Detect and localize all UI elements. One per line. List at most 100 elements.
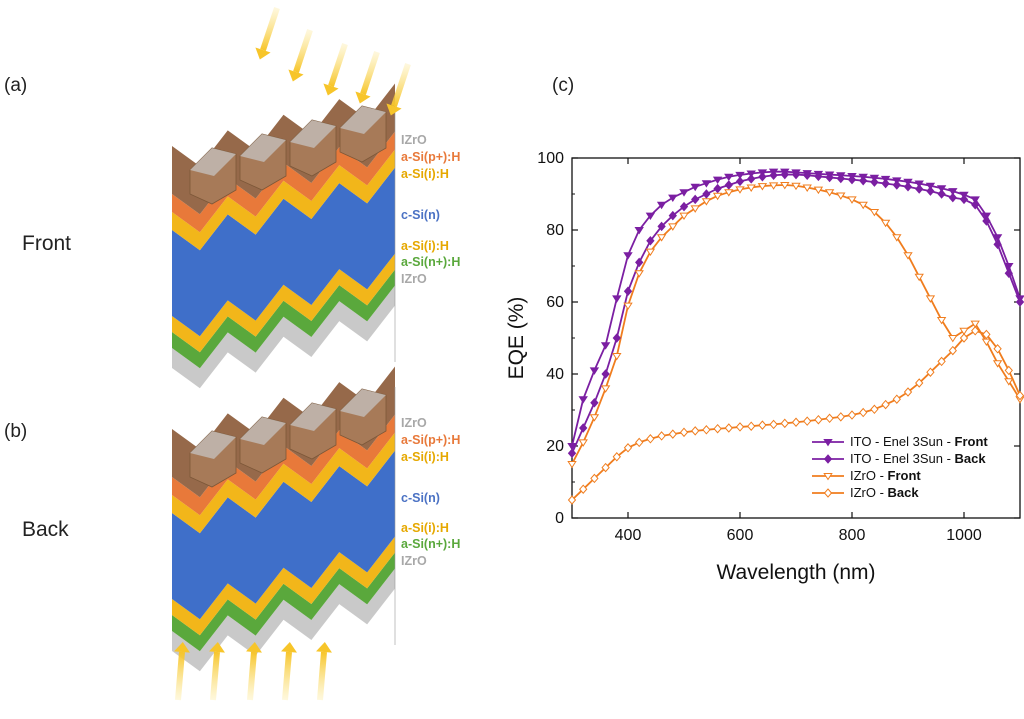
data-point xyxy=(803,416,812,426)
data-point xyxy=(690,205,700,213)
layer-label-asi-i-bottom: a-Si(i):H xyxy=(401,521,449,535)
data-point xyxy=(836,173,845,184)
y-tick-label: 0 xyxy=(555,510,564,527)
data-point xyxy=(870,404,879,415)
data-point xyxy=(1015,297,1024,307)
data-point xyxy=(881,399,890,410)
series-line xyxy=(571,173,1021,454)
legend-entry: ITO - Enel 3Sun - Back xyxy=(850,451,986,466)
data-point xyxy=(679,212,689,221)
layer-label-asi-n: a-Si(n+):H xyxy=(401,255,460,269)
data-point xyxy=(590,398,599,408)
cell-layer xyxy=(172,253,395,353)
data-point xyxy=(992,360,1003,368)
data-point xyxy=(590,473,599,484)
data-point xyxy=(634,227,644,235)
data-point xyxy=(937,189,946,199)
series-markers xyxy=(567,168,1024,505)
pyramid-texture xyxy=(290,403,336,431)
data-point xyxy=(814,171,823,182)
light-ray-head xyxy=(209,642,225,653)
data-point xyxy=(646,236,655,246)
x-tick-label: 800 xyxy=(839,527,866,544)
layer-label-asi-i-bottom: a-Si(i):H xyxy=(401,239,449,253)
data-point xyxy=(803,170,812,181)
eqe-chart: 400 600 800 1000 0 20 40 60 80 100 Wavelength (n… xyxy=(505,150,1024,584)
data-point xyxy=(567,461,577,469)
data-point xyxy=(915,378,924,388)
y-tick-label: 60 xyxy=(546,294,564,311)
y-tick-label: 100 xyxy=(537,150,564,167)
data-point xyxy=(892,394,901,404)
data-point xyxy=(948,345,957,356)
legend-entry-text: IZrO - xyxy=(850,485,888,500)
data-point xyxy=(892,180,901,190)
legend-entry: ITO - Enel 3Sun - Front xyxy=(850,434,988,449)
data-point xyxy=(668,429,677,439)
data-point xyxy=(1004,263,1014,271)
data-point xyxy=(623,443,633,453)
panel-label-c: (c) xyxy=(552,75,574,96)
data-point xyxy=(735,171,745,180)
y-tick-label: 80 xyxy=(546,222,564,239)
data-point xyxy=(578,439,588,447)
pyramid-texture xyxy=(340,106,386,134)
light-ray xyxy=(175,651,185,701)
data-point xyxy=(959,327,969,336)
data-point xyxy=(981,338,992,347)
data-point xyxy=(791,169,801,180)
data-point xyxy=(713,423,722,434)
data-point xyxy=(645,248,656,257)
data-point xyxy=(724,173,734,182)
data-point xyxy=(589,367,600,375)
light-ray-head xyxy=(174,642,190,653)
data-point xyxy=(668,194,678,203)
data-point xyxy=(768,182,779,190)
pyramid-texture xyxy=(240,417,286,445)
data-point xyxy=(758,171,767,182)
data-point xyxy=(814,414,823,425)
data-point xyxy=(926,367,935,377)
data-point xyxy=(691,426,700,436)
cell-layer xyxy=(172,269,395,369)
data-point xyxy=(970,320,980,329)
light-ray xyxy=(328,43,348,87)
front-side-label: Front xyxy=(22,232,71,255)
data-point xyxy=(657,221,666,232)
data-point xyxy=(892,234,902,242)
light-arrows-top xyxy=(255,7,411,116)
data-point xyxy=(825,413,834,424)
layer-label-asi-i-top: a-Si(i):H xyxy=(401,167,449,181)
legend-entry-text: ITO - Enel 3Sun - xyxy=(850,451,955,466)
data-point xyxy=(925,182,936,191)
data-point xyxy=(992,234,1003,242)
pyramid-texture xyxy=(240,134,286,162)
data-point xyxy=(903,387,913,397)
data-point xyxy=(824,189,835,197)
data-point xyxy=(847,196,857,204)
cell-layer xyxy=(172,149,395,251)
data-point xyxy=(724,180,733,190)
data-point xyxy=(925,295,936,303)
legend-entry-bold: Front xyxy=(955,434,989,449)
light-ray-head xyxy=(323,83,339,96)
panel-label-a: (a) xyxy=(4,75,27,96)
data-point xyxy=(791,182,801,191)
data-point xyxy=(747,174,756,184)
y-tick-label: 20 xyxy=(546,438,564,455)
y-axis-title: EQE (%) xyxy=(505,297,528,380)
light-ray-head xyxy=(288,69,304,82)
layer-label-izro-bottom: IZrO xyxy=(401,554,427,568)
data-point xyxy=(914,180,924,188)
data-point xyxy=(780,169,789,180)
data-point xyxy=(567,443,577,451)
data-point xyxy=(836,192,846,200)
data-point xyxy=(701,180,712,188)
data-point xyxy=(982,329,991,340)
layer-label-csi-n: c-Si(n) xyxy=(401,208,440,222)
layer-label-izro-top: IZrO xyxy=(401,416,427,430)
data-point xyxy=(712,176,723,185)
data-point xyxy=(869,209,880,217)
